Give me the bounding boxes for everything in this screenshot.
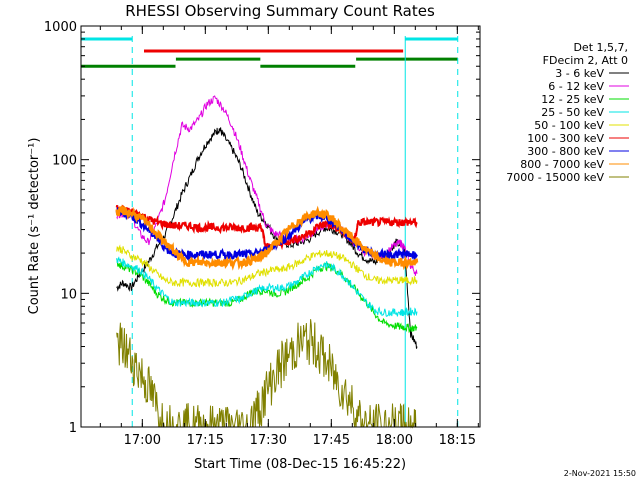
legend-label-1: 6 - 12 keV: [548, 80, 604, 93]
legend-label-6: 300 - 800 keV: [527, 145, 604, 158]
series-line-2: [116, 259, 418, 334]
x-axis-label: Start Time (08-Dec-15 16:45:22): [194, 457, 406, 472]
series-line-7: [115, 204, 419, 271]
y-axis-label: Count Rate (s⁻¹ detector⁻¹): [27, 138, 42, 315]
series-line-3: [116, 256, 418, 318]
x-tick-label-2: 17:30: [250, 433, 287, 448]
y-tick-label-0: 1: [69, 421, 77, 436]
x-tick-label-1: 17:15: [187, 433, 224, 448]
series-line-5: [115, 204, 418, 251]
legend-label-4: 50 - 100 keV: [534, 119, 604, 132]
legend-header-0: Det 1,5,7,: [573, 41, 628, 54]
y-tick-label-3: 1000: [44, 20, 77, 35]
legend-label-8: 7000 - 15000 keV: [506, 171, 604, 184]
series-lines: [115, 95, 419, 429]
legend-label-3: 25 - 50 keV: [541, 106, 604, 119]
chart-title: RHESSI Observing Summary Count Rates: [125, 2, 435, 20]
x-tick-label-3: 17:45: [313, 433, 350, 448]
x-tick-label-5: 18:15: [439, 433, 476, 448]
series-line-8: [116, 319, 417, 429]
y-tick-label-1: 10: [60, 287, 77, 302]
y-tick-label-2: 100: [52, 154, 77, 169]
time-markers: [80, 36, 459, 427]
legend-header-1: FDecim 2, Att 0: [543, 54, 628, 67]
legend-label-0: 3 - 6 keV: [555, 67, 604, 80]
legend-label-2: 12 - 25 keV: [541, 93, 604, 106]
legend-label-7: 800 - 7000 keV: [520, 158, 604, 171]
plot-frame: [80, 25, 481, 428]
axes: 17:00 17:15 17:30 17:45 18:00 18:15 1 10 100 1000: [44, 20, 480, 448]
x-tick-label-0: 17:00: [124, 433, 161, 448]
footer-date: 2-Nov-2021 15:50: [564, 469, 636, 478]
legend-label-5: 100 - 300 keV: [527, 132, 604, 145]
series-line-4: [116, 244, 418, 289]
x-tick-label-4: 18:00: [376, 433, 413, 448]
flag-bars: [81, 37, 458, 68]
